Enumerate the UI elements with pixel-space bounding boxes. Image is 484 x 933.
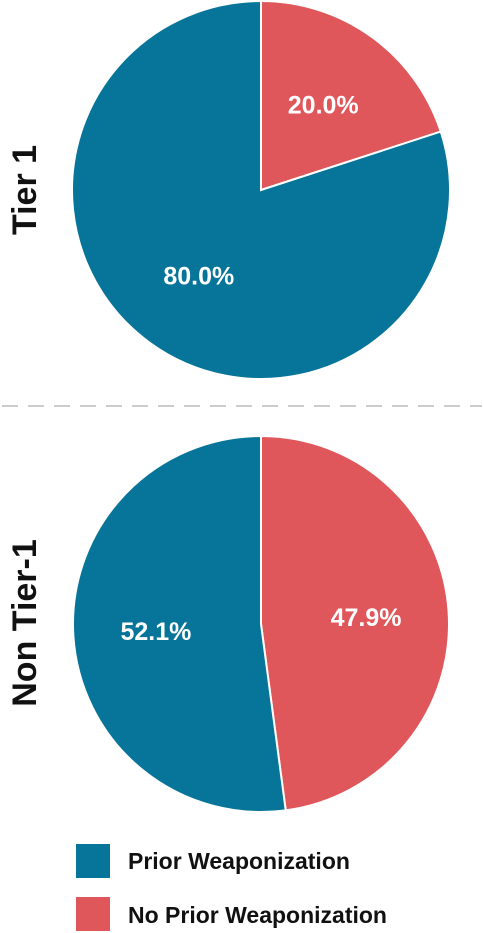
- non-tier1-slice-label-prior-weaponization: 52.1%: [121, 618, 192, 646]
- tier1-slice-label-no-prior-weaponization: 20.0%: [288, 91, 359, 119]
- legend-label-no-prior-weaponization: No Prior Weaponization: [128, 902, 387, 928]
- non-tier1-row-label: Non Tier-1: [6, 539, 44, 707]
- non-tier1-panel: Non Tier-1 47.9% 52.1%: [6, 434, 450, 813]
- legend-item-prior-weaponization: Prior Weaponization: [76, 844, 350, 878]
- tier1-panel: Tier 1 20.0% 80.0%: [6, 0, 451, 380]
- legend: Prior Weaponization No Prior Weaponizati…: [76, 844, 387, 931]
- legend-swatch-no-prior-weaponization: [76, 897, 110, 931]
- legend-label-prior-weaponization: Prior Weaponization: [128, 848, 350, 874]
- non-tier1-pie: 47.9% 52.1%: [72, 434, 450, 813]
- tier1-pie: 20.0% 80.0%: [71, 0, 451, 380]
- legend-item-no-prior-weaponization: No Prior Weaponization: [76, 897, 387, 931]
- tier1-slice-no-prior-weaponization: [260, 0, 443, 192]
- tier1-row-label: Tier 1: [6, 145, 44, 235]
- legend-swatch-prior-weaponization: [76, 844, 110, 878]
- tier1-slice-prior-weaponization: [71, 0, 451, 380]
- non-tier1-slice-label-no-prior-weaponization: 47.9%: [331, 604, 402, 632]
- non-tier1-slice-prior-weaponization: [72, 434, 287, 813]
- tier1-slice-label-prior-weaponization: 80.0%: [163, 263, 234, 291]
- non-tier1-slice-no-prior-weaponization: [260, 434, 450, 812]
